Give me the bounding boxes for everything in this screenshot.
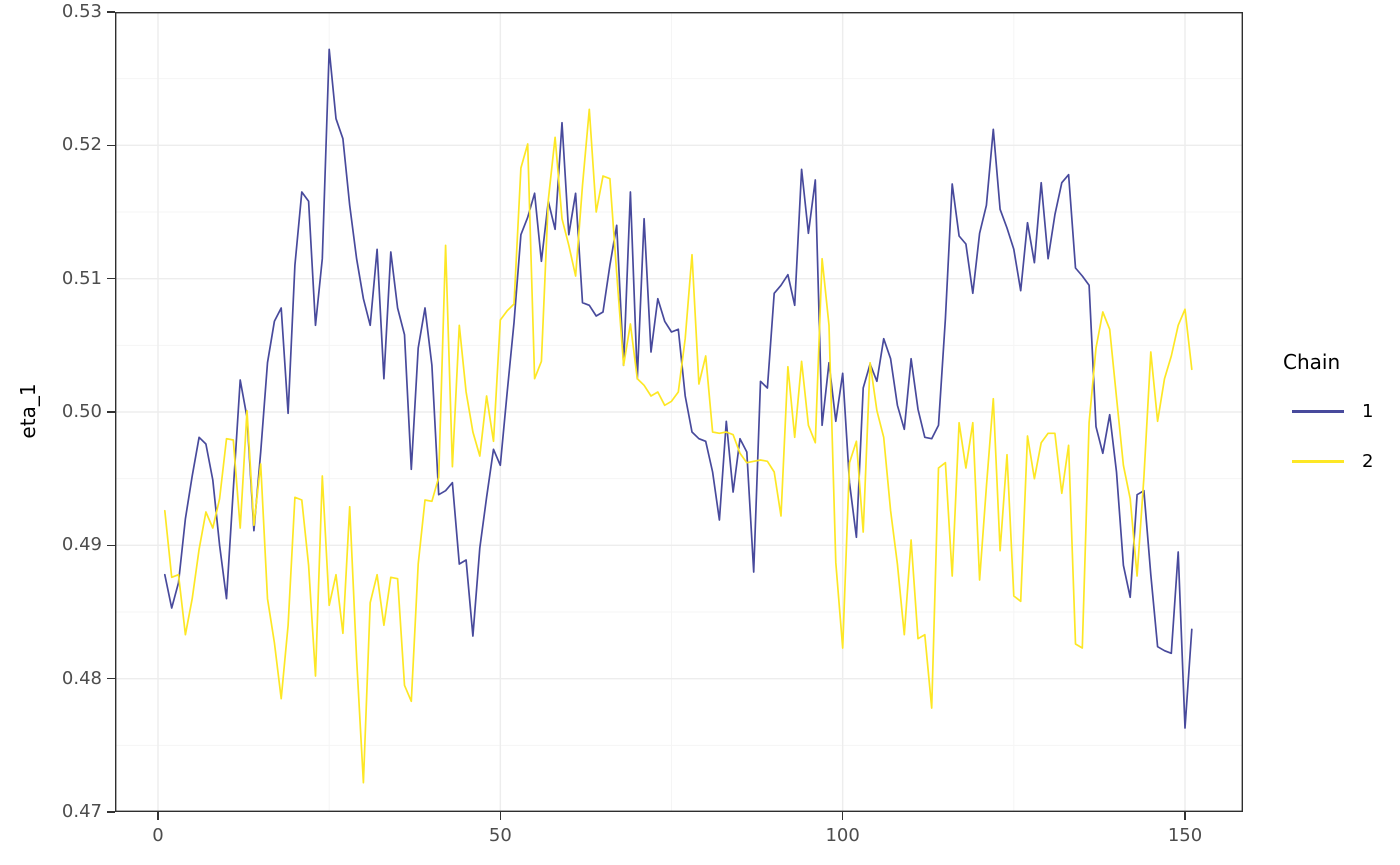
y-tick-label: 0.49 (61, 534, 102, 556)
y-tick-mark (107, 677, 115, 680)
legend-item-label: 1 (1362, 400, 1374, 422)
y-tick-label: 0.52 (61, 134, 102, 156)
trace-line-chain-1 (163, 48, 1193, 729)
y-tick-mark (107, 277, 115, 280)
legend-item-chain-2: 2 (1292, 448, 1393, 474)
y-tick-mark (107, 144, 115, 147)
x-tick-label: 150 (1167, 825, 1203, 846)
plot-panel (114, 11, 1243, 813)
y-tick-label: 0.53 (61, 1, 102, 22)
legend-item-chain-1: 1 (1292, 398, 1393, 424)
trace-plot-canvas (114, 11, 1243, 813)
legend-title: Chain (1283, 350, 1341, 374)
x-tick-mark (499, 812, 502, 820)
x-tick-label: 0 (152, 825, 164, 846)
y-axis-title: eta_1 (16, 383, 40, 439)
x-tick-mark (157, 812, 159, 820)
y-tick-label: 0.51 (61, 267, 102, 289)
legend-item-label: 2 (1362, 450, 1374, 472)
y-tick-label: 0.47 (61, 801, 102, 822)
y-tick-mark (107, 544, 115, 547)
x-tick-mark (1184, 812, 1186, 820)
x-tick-label: 50 (488, 825, 512, 846)
legend-key-line-icon (1292, 459, 1344, 463)
legend-key-line-icon (1292, 409, 1344, 413)
y-tick-mark (107, 811, 115, 813)
y-tick-mark (107, 411, 115, 413)
y-tick-label: 0.48 (61, 667, 102, 689)
y-tick-mark (107, 11, 115, 13)
x-tick-mark (841, 812, 844, 820)
panel-border (114, 11, 1243, 812)
x-tick-label: 100 (825, 825, 860, 846)
trace-line-chain-2 (163, 108, 1193, 784)
y-tick-label: 0.50 (61, 401, 102, 422)
